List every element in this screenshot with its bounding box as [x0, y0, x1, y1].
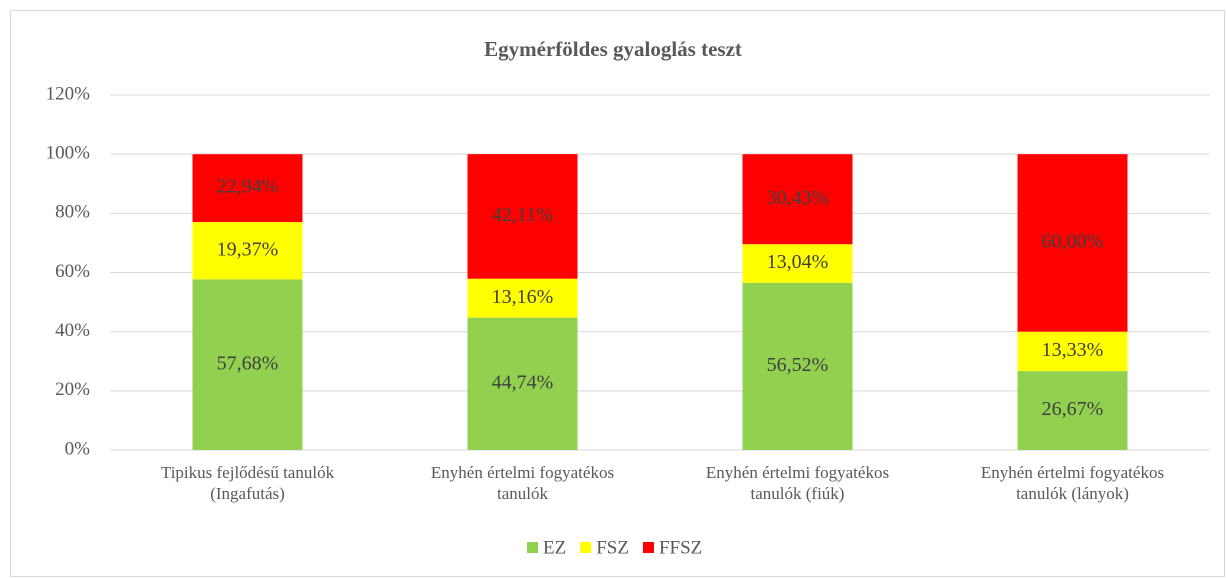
data-label: 13,33% [1042, 339, 1104, 361]
bar-segment [742, 244, 853, 283]
x-tick-label: Tipikus fejlődésű tanulók (Ingafutás) [160, 463, 335, 503]
bar-segment [192, 154, 303, 223]
data-label: 13,04% [767, 251, 829, 273]
bar-segment [192, 222, 303, 280]
y-tick-label: 100% [46, 143, 91, 164]
bar-segment [192, 279, 303, 450]
data-label: 60,00% [1042, 231, 1104, 253]
legend-swatch [580, 542, 592, 553]
bar-segment [467, 278, 578, 318]
bar-segment [1017, 371, 1128, 450]
bar-segment [467, 317, 578, 450]
legend-swatch [642, 542, 654, 553]
data-label: 42,11% [492, 204, 553, 226]
y-tick-label: 0% [65, 438, 91, 459]
legend-label: EZ [543, 537, 566, 558]
data-label: 22,94% [217, 176, 279, 198]
legend-swatch [527, 542, 538, 553]
bar-segment [1017, 154, 1128, 332]
legend-label: FFSZ [659, 537, 702, 558]
y-tick-label: 60% [55, 261, 90, 282]
bar-segment [742, 154, 853, 245]
x-tick-label: Enyhén értelmi fogyatékos tanulók (fiúk) [705, 463, 890, 503]
data-label: 26,67% [1042, 398, 1104, 420]
x-tick-label: Enyhén értelmi fogyatékos tanulók [430, 463, 615, 503]
bar-segment [742, 282, 853, 450]
y-tick-label: 40% [55, 320, 90, 341]
x-tick-label: Enyhén értelmi fogyatékos tanulók (lányo… [980, 463, 1165, 503]
bar-segment [1017, 331, 1128, 372]
chart-title: Egymérföldes gyaloglás teszt [484, 37, 742, 61]
data-label: 19,37% [217, 238, 279, 260]
legend-label: FSZ [596, 537, 629, 558]
y-tick-label: 20% [55, 379, 90, 400]
y-tick-label: 80% [55, 202, 90, 223]
bar-segment [467, 154, 578, 279]
y-tick-label: 120% [46, 83, 91, 104]
data-label: 56,52% [767, 354, 829, 376]
data-label: 13,16% [492, 286, 554, 308]
data-label: 57,68% [217, 352, 279, 374]
data-label: 44,74% [492, 371, 554, 393]
data-label: 30,43% [767, 187, 829, 209]
